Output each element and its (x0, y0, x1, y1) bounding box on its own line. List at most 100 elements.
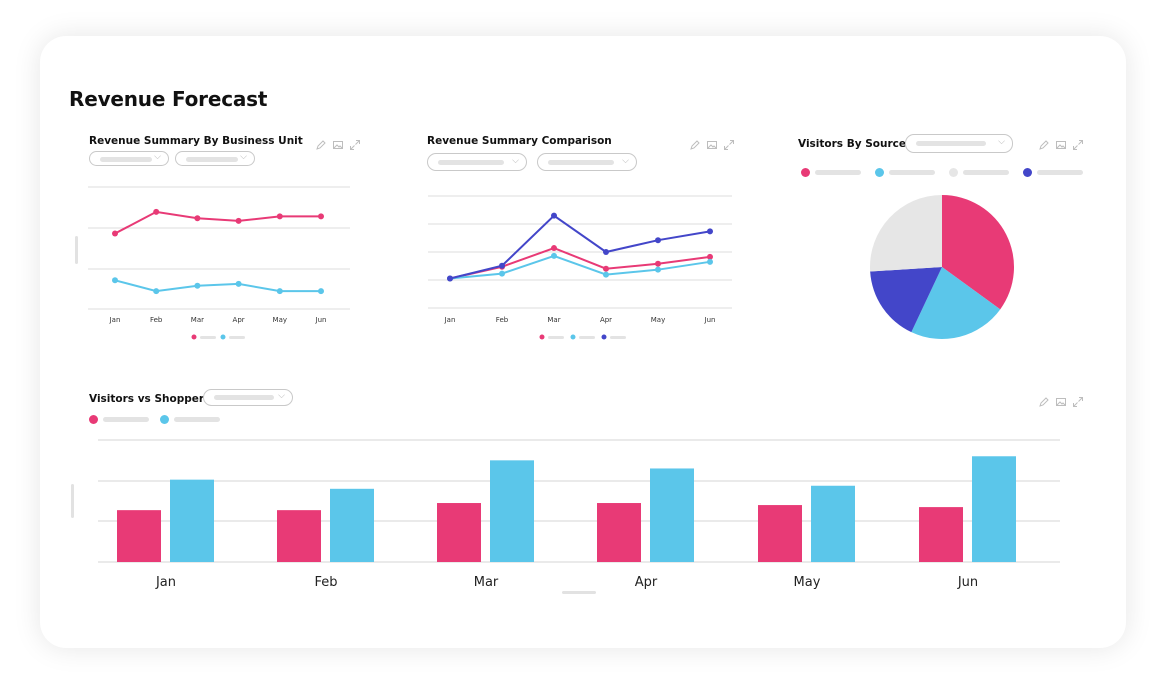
expand-icon[interactable] (1072, 395, 1084, 407)
bar (117, 510, 161, 562)
data-point (655, 266, 661, 273)
data-point (707, 258, 713, 265)
legend-dot (89, 415, 98, 424)
x-tick-label: Jan (444, 316, 456, 324)
data-point (499, 262, 505, 269)
x-tick-label: Apr (600, 316, 612, 324)
data-point (551, 252, 557, 259)
image-icon[interactable] (1055, 138, 1067, 150)
expand-icon[interactable] (1072, 138, 1084, 150)
comparison-chart: Jan Feb Mar Apr May Jun (428, 195, 732, 340)
business-unit-filter-2[interactable]: ⌵ (175, 151, 255, 166)
bar (919, 507, 963, 562)
expand-icon[interactable] (349, 138, 361, 150)
legend-label (174, 417, 220, 422)
business-unit-filter-1[interactable]: ⌵ (89, 151, 169, 166)
legend-label (815, 170, 861, 175)
data-point (603, 265, 609, 272)
pie-slice (870, 267, 942, 333)
x-tick-label: Feb (150, 316, 163, 324)
pie-slice (942, 195, 1014, 310)
chevron-down-icon: ⌵ (622, 155, 629, 165)
chevron-down-icon: ⌵ (998, 136, 1005, 146)
legend-label (889, 170, 935, 175)
bar (277, 510, 321, 562)
visitors-source-filter[interactable]: ⌵ (905, 134, 1013, 153)
visitors-shoppers-filter[interactable]: ⌵ (203, 389, 293, 406)
x-tick-label: Apr (635, 575, 658, 590)
legend-label (103, 417, 149, 422)
comparison-title: Revenue Summary Comparison (427, 135, 612, 147)
x-tick-label: Mar (474, 575, 499, 590)
chevron-down-icon: ⌵ (240, 151, 247, 161)
image-icon[interactable] (1055, 395, 1067, 407)
expand-icon[interactable] (723, 138, 735, 150)
data-point (153, 208, 160, 215)
data-point (235, 280, 242, 287)
legend-dot (1023, 168, 1032, 177)
data-point (276, 288, 283, 295)
data-point (655, 260, 661, 267)
visitors-shoppers-chart: Jan Feb Mar Apr May Jun (98, 439, 1060, 590)
comparison-filter-1[interactable]: ⌵ (427, 153, 527, 171)
series-line (449, 214, 711, 280)
visitors-shoppers-toolbar (1038, 395, 1084, 407)
edit-icon[interactable] (315, 138, 327, 150)
comparison-toolbar (689, 138, 735, 150)
visitors-source-toolbar (1038, 138, 1084, 150)
series-line (449, 254, 711, 280)
legend-dot (801, 168, 810, 177)
x-tick-label: Apr (233, 316, 245, 324)
data-point (235, 217, 242, 224)
page-title: Revenue Forecast (69, 87, 268, 111)
image-icon[interactable] (706, 138, 718, 150)
bar (650, 468, 694, 562)
data-point (153, 288, 160, 295)
chevron-down-icon: ⌵ (154, 151, 161, 161)
data-point (194, 282, 201, 289)
bar (330, 488, 374, 562)
data-point (603, 248, 609, 255)
comparison-filter-2[interactable]: ⌵ (537, 153, 637, 171)
x-tick-label: Jan (155, 575, 176, 590)
data-point (551, 212, 557, 219)
series-line (114, 279, 321, 293)
resize-handle[interactable] (75, 236, 78, 264)
business-unit-chart: Jan Feb Mar Apr May Jun (88, 186, 350, 340)
data-point (112, 230, 118, 237)
bar (758, 505, 802, 562)
x-tick-label: Mar (191, 316, 204, 324)
data-point (551, 245, 557, 252)
pie-slice (911, 267, 1001, 339)
x-tick-label: Jun (315, 316, 327, 324)
business-unit-toolbar (315, 138, 361, 150)
bar (972, 456, 1016, 562)
visitors-shoppers-title: Visitors vs Shoppers (89, 393, 211, 405)
resize-handle[interactable] (71, 484, 74, 518)
edit-icon[interactable] (689, 138, 701, 150)
x-tick-label: Jun (704, 316, 716, 324)
x-tick-label: Jun (957, 575, 978, 590)
data-point (112, 277, 118, 284)
x-tick-label: May (273, 316, 287, 324)
legend-label (1037, 170, 1083, 175)
data-point (194, 215, 201, 222)
x-tick-label: May (794, 575, 821, 590)
edit-icon[interactable] (1038, 138, 1050, 150)
chevron-down-icon: ⌵ (512, 155, 519, 165)
data-point (707, 253, 713, 260)
visitors-source-title: Visitors By Source (798, 138, 906, 150)
pie-slice (870, 195, 942, 272)
image-icon[interactable] (332, 138, 344, 150)
legend-dot (949, 168, 958, 177)
edit-icon[interactable] (1038, 395, 1050, 407)
data-point (276, 213, 283, 220)
x-tick-label: Feb (314, 575, 337, 590)
business-unit-title: Revenue Summary By Business Unit (89, 135, 303, 147)
series-line (114, 210, 321, 235)
x-tick-label: May (651, 316, 665, 324)
business-unit-legend (191, 334, 245, 340)
bar (597, 503, 641, 562)
scroll-handle[interactable] (562, 591, 596, 594)
data-point (499, 270, 505, 277)
